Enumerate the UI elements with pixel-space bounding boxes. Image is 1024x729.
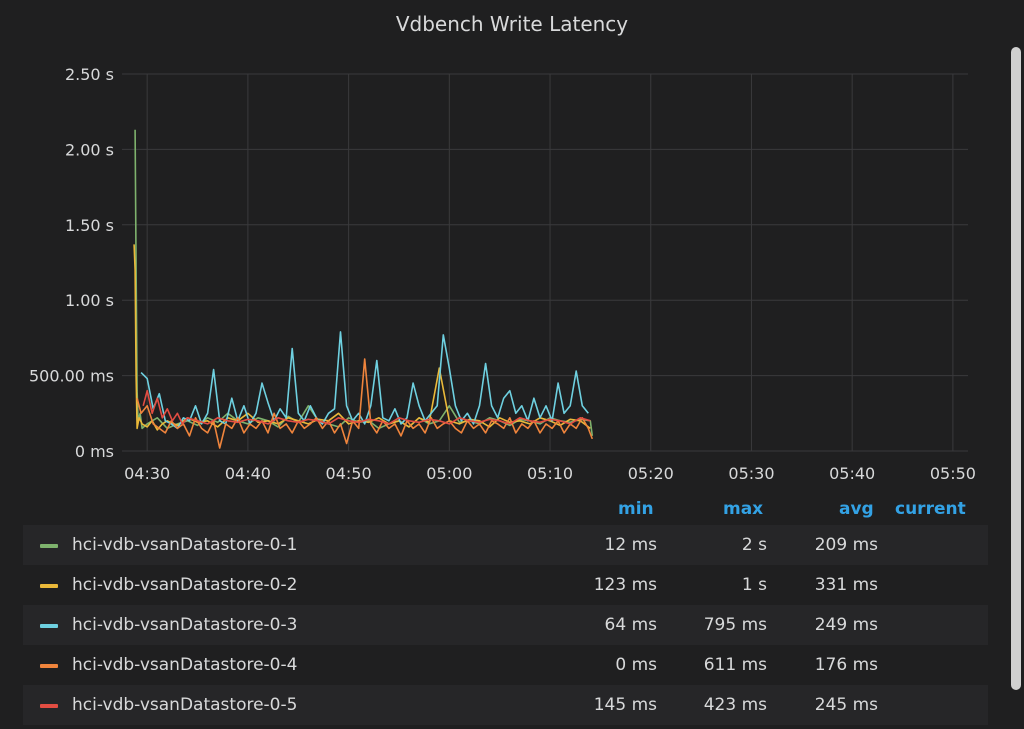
- legend-avg-value: 249 ms: [814, 615, 878, 635]
- x-tick-label: 05:30: [728, 464, 774, 483]
- x-tick-label: 04:50: [326, 464, 372, 483]
- legend-row-0-4[interactable]: hci-vdb-vsanDatastore-0-4 0 ms 611 ms 17…: [23, 645, 988, 685]
- legend-min-value: 0 ms: [615, 655, 657, 675]
- y-tick-label: 2.00 s: [65, 140, 114, 159]
- legend-max-value: 611 ms: [703, 655, 767, 675]
- y-tick-label: 1.50 s: [65, 216, 114, 235]
- legend-min-value: 64 ms: [604, 615, 657, 635]
- y-tick-label: 0 ms: [75, 442, 114, 461]
- x-tick-label: 05:00: [426, 464, 472, 483]
- x-axis-ticks: 04:30 04:40 04:50 05:00 05:10 05:20 05:30 05:40…: [124, 464, 976, 483]
- chart-series: [133, 129, 594, 449]
- legend-min-value: 12 ms: [604, 535, 657, 555]
- y-axis-ticks: 0 ms 500.00 ms 1.00 s 1.50 s 2.00 s 2.50 s: [29, 65, 114, 461]
- legend-series-name[interactable]: hci-vdb-vsanDatastore-0-1: [72, 535, 298, 555]
- legend-row-0-1[interactable]: hci-vdb-vsanDatastore-0-1 12 ms 2 s 209 …: [23, 525, 988, 565]
- series-color-swatch[interactable]: [40, 664, 58, 668]
- x-tick-label: 05:10: [527, 464, 573, 483]
- x-tick-label: 04:40: [225, 464, 271, 483]
- series-line-hci-vdb-vsanDatastore-0-2: [133, 244, 591, 431]
- series-color-swatch[interactable]: [40, 624, 58, 628]
- x-tick-label: 04:30: [124, 464, 170, 483]
- series-color-swatch[interactable]: [40, 704, 58, 708]
- legend-min-value: 123 ms: [593, 575, 657, 595]
- series-color-swatch[interactable]: [40, 584, 58, 588]
- x-tick-label: 05:20: [628, 464, 674, 483]
- series-line-hci-vdb-vsanDatastore-0-1: [134, 129, 594, 437]
- legend-series-name[interactable]: hci-vdb-vsanDatastore-0-4: [72, 655, 298, 675]
- legend-series-name[interactable]: hci-vdb-vsanDatastore-0-3: [72, 615, 298, 635]
- scrollbar[interactable]: [1011, 47, 1021, 690]
- legend-header-max[interactable]: max: [723, 499, 764, 519]
- x-tick-label: 05:40: [829, 464, 875, 483]
- legend-avg-value: 331 ms: [814, 575, 878, 595]
- y-tick-label: 2.50 s: [65, 65, 114, 84]
- legend-max-value: 423 ms: [703, 695, 767, 715]
- legend-max-value: 2 s: [741, 535, 767, 555]
- legend-series-name[interactable]: hci-vdb-vsanDatastore-0-5: [72, 695, 298, 715]
- legend-row-0-5[interactable]: hci-vdb-vsanDatastore-0-5 145 ms 423 ms …: [23, 685, 988, 725]
- legend-avg-value: 176 ms: [814, 655, 878, 675]
- legend-avg-value: 209 ms: [814, 535, 878, 555]
- legend-row-0-2[interactable]: hci-vdb-vsanDatastore-0-2 123 ms 1 s 331…: [23, 565, 988, 605]
- series-color-swatch[interactable]: [40, 544, 58, 548]
- series-line-hci-vdb-vsanDatastore-0-3: [140, 331, 589, 430]
- legend-series-name[interactable]: hci-vdb-vsanDatastore-0-2: [72, 575, 298, 595]
- x-tick-label: 05:50: [930, 464, 976, 483]
- latency-chart: 0 ms 500.00 ms 1.00 s 1.50 s 2.00 s 2.50 s 04…: [29, 65, 976, 483]
- legend-header-min[interactable]: min: [618, 499, 654, 519]
- series-line-hci-vdb-vsanDatastore-0-5: [142, 389, 591, 425]
- legend-row-0-3[interactable]: hci-vdb-vsanDatastore-0-3 64 ms 795 ms 2…: [23, 605, 988, 645]
- legend-table: hci-vdb-vsanDatastore-0-1 12 ms 2 s 209 …: [23, 525, 988, 725]
- legend-avg-value: 245 ms: [814, 695, 878, 715]
- legend-header-avg[interactable]: avg: [839, 499, 874, 519]
- legend-min-value: 145 ms: [593, 695, 657, 715]
- panel-title: Vdbench Write Latency: [395, 12, 629, 36]
- chart-grid: [122, 73, 968, 452]
- y-tick-label: 1.00 s: [65, 291, 114, 310]
- legend-max-value: 1 s: [741, 575, 767, 595]
- series-line-hci-vdb-vsanDatastore-0-4: [136, 358, 594, 449]
- legend-max-value: 795 ms: [703, 615, 767, 635]
- y-tick-label: 500.00 ms: [29, 367, 114, 386]
- legend-header-current[interactable]: current: [895, 499, 966, 519]
